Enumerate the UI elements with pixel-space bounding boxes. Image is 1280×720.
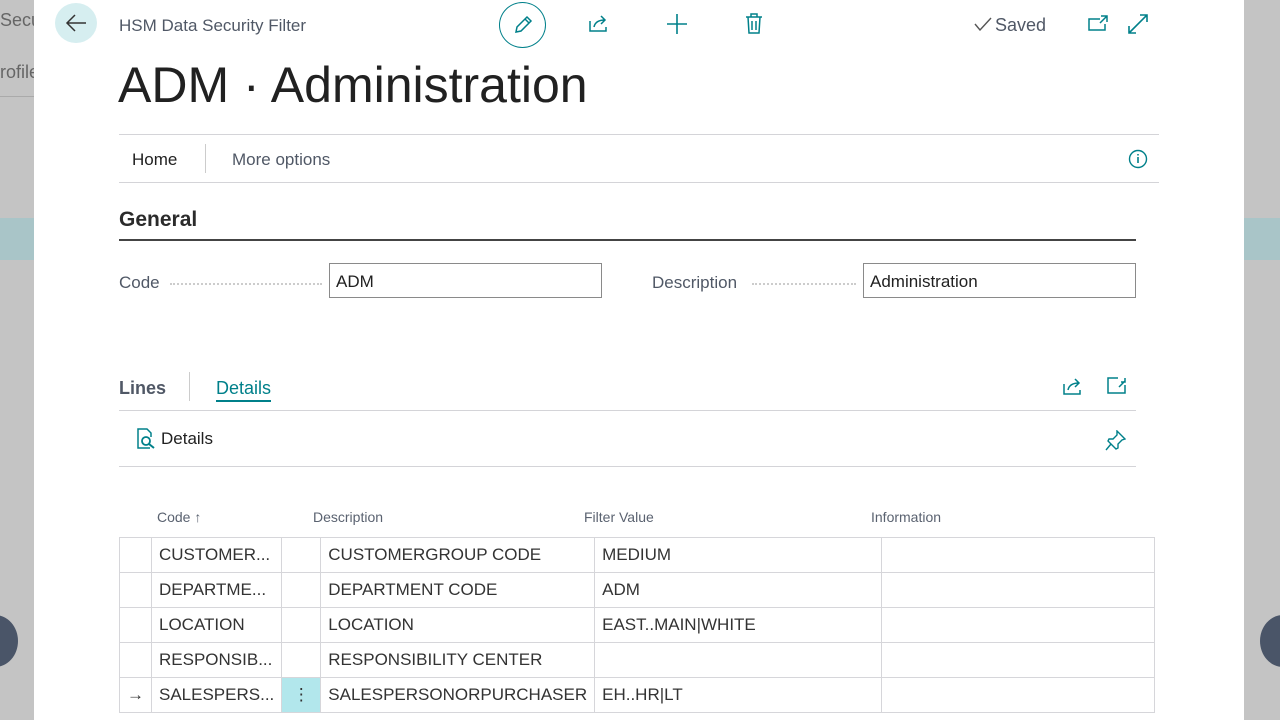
- row-menu[interactable]: [281, 642, 322, 678]
- information-cell[interactable]: [881, 572, 1156, 608]
- trash-icon[interactable]: [745, 13, 763, 34]
- table-row[interactable]: CUSTOMER... CUSTOMERGROUP CODE MEDIUM: [119, 537, 1156, 573]
- description-input[interactable]: Administration: [863, 263, 1136, 298]
- row-marker[interactable]: [119, 642, 152, 678]
- column-header-code[interactable]: Code ↑: [157, 509, 201, 525]
- focus-mode-icon[interactable]: [1107, 377, 1126, 394]
- code-label: Code: [119, 273, 160, 292]
- filter-value-cell[interactable]: EH..HR|LT: [594, 677, 883, 713]
- table-row[interactable]: DEPARTME... DEPARTMENT CODE ADM: [119, 572, 1156, 608]
- tab-more-options[interactable]: More options: [232, 150, 331, 169]
- column-header-filter-value[interactable]: Filter Value: [584, 509, 654, 525]
- information-cell[interactable]: [881, 677, 1156, 713]
- divider: [189, 372, 190, 401]
- check-icon: [974, 17, 992, 31]
- share-icon[interactable]: [589, 14, 609, 32]
- filter-value-cell[interactable]: [594, 642, 883, 678]
- pin-icon[interactable]: [1105, 430, 1126, 451]
- plus-icon[interactable]: [667, 14, 687, 34]
- row-marker[interactable]: [119, 572, 152, 608]
- leader-dots: [752, 283, 856, 285]
- background-band: [1244, 218, 1280, 260]
- open-new-window-icon[interactable]: [1088, 15, 1108, 31]
- row-menu[interactable]: [281, 572, 322, 608]
- section-general-heading[interactable]: General: [119, 208, 198, 231]
- background-nav-button: [0, 615, 18, 667]
- share-icon[interactable]: [1063, 377, 1083, 395]
- code-cell[interactable]: LOCATION: [150, 607, 283, 643]
- divider: [119, 134, 1159, 135]
- arrow-left-icon: [65, 14, 86, 32]
- information-cell[interactable]: [881, 537, 1156, 573]
- information-cell[interactable]: [881, 607, 1156, 643]
- description-cell[interactable]: DEPARTMENT CODE: [320, 572, 596, 608]
- code-cell[interactable]: RESPONSIB...: [150, 642, 283, 678]
- arrow-right-icon: →: [127, 685, 144, 704]
- divider: [119, 182, 1159, 183]
- code-cell[interactable]: DEPARTME...: [150, 572, 283, 608]
- filter-value-cell[interactable]: MEDIUM: [594, 537, 883, 573]
- description-cell[interactable]: CUSTOMERGROUP CODE: [320, 537, 596, 573]
- info-icon[interactable]: [1128, 149, 1148, 169]
- background-text: rofile: [0, 62, 40, 82]
- details-action-label: Details: [161, 428, 213, 448]
- expand-icon[interactable]: [1128, 14, 1148, 34]
- sort-ascending-icon: ↑: [194, 509, 202, 525]
- lines-table: CUSTOMER... CUSTOMERGROUP CODE MEDIUM DEPAR…: [119, 537, 1156, 713]
- column-header-label: Code: [157, 509, 191, 525]
- background-text: Secu: [0, 10, 42, 30]
- description-cell[interactable]: LOCATION: [320, 607, 596, 643]
- code-input[interactable]: ADM: [329, 263, 602, 298]
- pencil-icon: [514, 15, 532, 33]
- row-marker[interactable]: [119, 537, 152, 573]
- document-search-icon: [137, 428, 155, 449]
- background-band: [0, 218, 34, 260]
- divider: [119, 410, 1136, 411]
- table-row[interactable]: → SALESPERS... ⋮ SALESPERSONORPURCHASER EH..…: [119, 677, 1156, 713]
- filter-value-cell[interactable]: ADM: [594, 572, 883, 608]
- row-menu[interactable]: [281, 537, 322, 573]
- code-cell[interactable]: SALESPERS...: [150, 677, 283, 713]
- description-cell[interactable]: SALESPERSONORPURCHASER: [320, 677, 596, 713]
- column-header-information[interactable]: Information: [871, 509, 942, 525]
- saved-status: Saved: [995, 15, 1047, 35]
- page-title: ADM · Administration: [118, 57, 588, 113]
- breadcrumb: HSM Data Security Filter: [119, 16, 307, 35]
- divider: [205, 144, 206, 173]
- tab-details[interactable]: Details: [216, 378, 272, 402]
- filter-value-cell[interactable]: EAST..MAIN|WHITE: [594, 607, 883, 643]
- leader-dots: [170, 283, 322, 285]
- row-menu[interactable]: [281, 607, 322, 643]
- row-marker[interactable]: [119, 607, 152, 643]
- divider: [0, 96, 34, 97]
- back-button[interactable]: [55, 3, 97, 43]
- row-marker[interactable]: →: [119, 677, 152, 713]
- description-label: Description: [652, 273, 738, 292]
- background-nav-button: [1260, 615, 1280, 667]
- row-menu[interactable]: ⋮: [281, 677, 322, 713]
- more-vertical-icon[interactable]: ⋮: [292, 685, 310, 704]
- column-header-description[interactable]: Description: [313, 509, 384, 525]
- details-action-button[interactable]: Details: [137, 428, 213, 449]
- edit-button[interactable]: [499, 2, 546, 48]
- divider: [119, 466, 1136, 467]
- tab-home[interactable]: Home: [132, 150, 178, 169]
- information-cell[interactable]: [881, 642, 1156, 678]
- code-cell[interactable]: CUSTOMER...: [150, 537, 283, 573]
- table-row[interactable]: LOCATION LOCATION EAST..MAIN|WHITE: [119, 607, 1156, 643]
- divider: [119, 239, 1136, 241]
- lines-heading: Lines: [119, 378, 167, 398]
- description-cell[interactable]: RESPONSIBILITY CENTER: [320, 642, 596, 678]
- table-row[interactable]: RESPONSIB... RESPONSIBILITY CENTER: [119, 642, 1156, 678]
